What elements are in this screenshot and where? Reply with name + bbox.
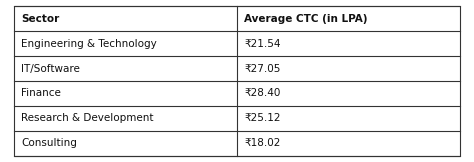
Text: Consulting: Consulting <box>21 138 77 148</box>
Text: ₹18.02: ₹18.02 <box>244 138 281 148</box>
Text: Average CTC (in LPA): Average CTC (in LPA) <box>244 14 368 24</box>
Text: ₹25.12: ₹25.12 <box>244 113 281 123</box>
Text: ₹27.05: ₹27.05 <box>244 64 281 74</box>
Text: ₹21.54: ₹21.54 <box>244 39 281 49</box>
Text: IT/Software: IT/Software <box>21 64 80 74</box>
Text: Research & Development: Research & Development <box>21 113 154 123</box>
Text: ₹28.40: ₹28.40 <box>244 88 281 98</box>
Text: Sector: Sector <box>21 14 60 24</box>
Text: Finance: Finance <box>21 88 61 98</box>
Text: Engineering & Technology: Engineering & Technology <box>21 39 157 49</box>
